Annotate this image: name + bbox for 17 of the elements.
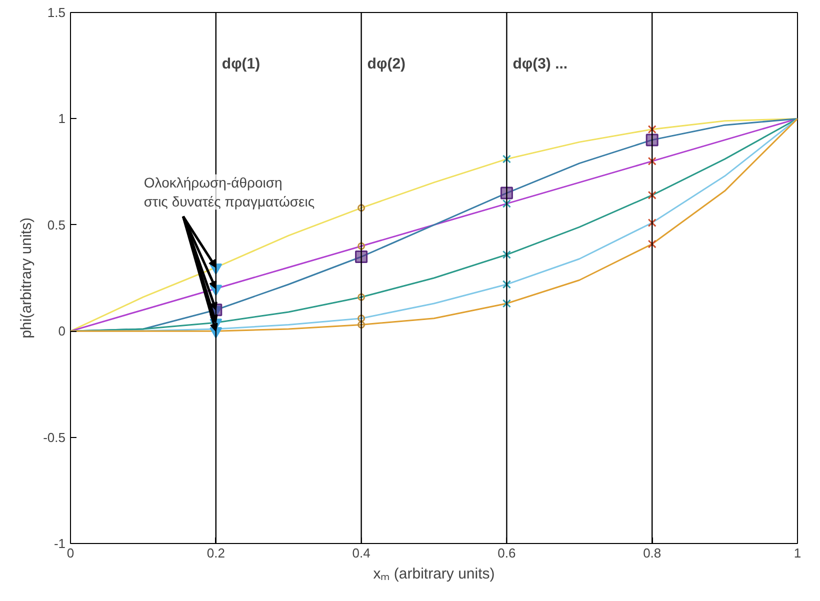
x-tick-label: 1	[794, 546, 802, 560]
x-axis-title: xₘ (arbitrary units)	[373, 566, 495, 582]
x-tick-label: 0.6	[498, 546, 516, 560]
y-tick-label: 0	[58, 324, 66, 339]
x-tick-label: 0.4	[352, 546, 370, 560]
y-tick-label: -0.5	[43, 430, 66, 445]
y-tick-label: 1	[58, 111, 66, 126]
y-axis-title: phi(arbitrary units)	[18, 218, 36, 338]
ref-line-label: dφ(1)	[222, 56, 260, 72]
x-tick-label: 0.8	[643, 546, 662, 560]
y-tick-label: -1	[54, 536, 66, 551]
ref-line-label: dφ(2)	[367, 56, 406, 72]
y-tick-label: 0.5	[47, 217, 66, 232]
y-tick-label: 1.5	[47, 5, 66, 20]
annotation: Ολοκλήρωση-άθροιση στις δυνατές πραγματώσεις	[144, 174, 315, 210]
x-tick-label: 0.2	[206, 546, 225, 560]
ref-line-label: dφ(3) ...	[512, 56, 568, 72]
